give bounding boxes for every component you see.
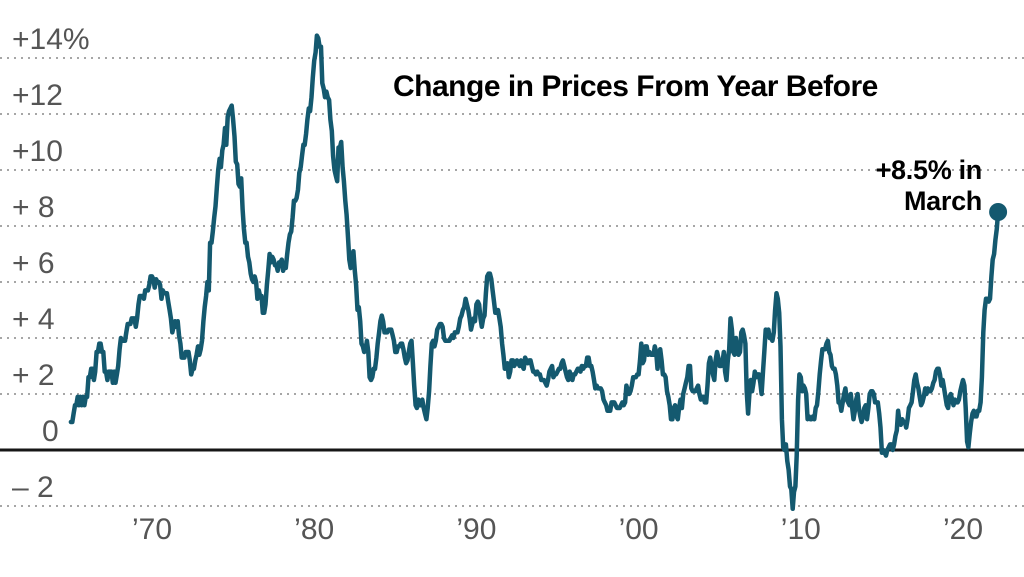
latest-point-annotation: +8.5% in March: [875, 155, 983, 216]
chart-title: Change in Prices From Year Before: [393, 70, 878, 103]
x-axis-label: ’00: [618, 513, 659, 546]
gridlines: [0, 57, 1024, 507]
y-axis-label: + 8: [12, 191, 55, 224]
latest-point-marker: [989, 203, 1008, 221]
x-axis-label: ’90: [456, 513, 497, 546]
y-axis-label: – 2: [12, 471, 54, 504]
x-axis-label: ’20: [942, 513, 984, 546]
y-axis-label: + 2: [12, 359, 55, 392]
y-axis-label: +12: [12, 79, 63, 112]
y-axis-label: + 6: [12, 247, 55, 280]
y-axis-label: 0: [42, 415, 59, 448]
y-axis-label: +14%: [12, 23, 90, 56]
x-axis-label: ’10: [780, 513, 821, 546]
y-axis-label: +10: [12, 135, 63, 168]
x-axis-label: ’80: [294, 513, 335, 546]
x-axis-label: ’70: [131, 513, 173, 546]
inflation-line: [68, 33, 1001, 512]
y-axis-label: + 4: [12, 303, 55, 336]
